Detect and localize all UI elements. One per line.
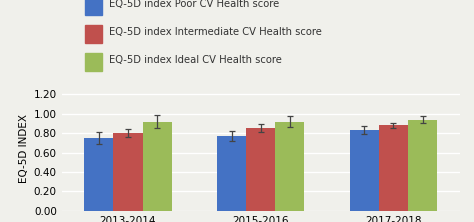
Bar — [85, 0, 102, 15]
Bar — [408, 120, 437, 211]
Bar — [85, 25, 102, 43]
Bar — [84, 138, 113, 211]
Bar — [85, 53, 102, 71]
Bar — [217, 136, 246, 211]
Text: EQ-5D index Poor CV Health score: EQ-5D index Poor CV Health score — [109, 0, 280, 10]
Bar — [143, 121, 172, 211]
Text: EQ-5D index Ideal CV Health score: EQ-5D index Ideal CV Health score — [109, 55, 282, 65]
Bar — [275, 121, 304, 211]
Bar — [350, 130, 379, 211]
Y-axis label: EQ-5D INDEX: EQ-5D INDEX — [19, 114, 29, 183]
Bar — [379, 125, 408, 211]
Text: EQ-5D index Intermediate CV Health score: EQ-5D index Intermediate CV Health score — [109, 27, 322, 37]
Bar — [246, 128, 275, 211]
Bar — [113, 133, 143, 211]
